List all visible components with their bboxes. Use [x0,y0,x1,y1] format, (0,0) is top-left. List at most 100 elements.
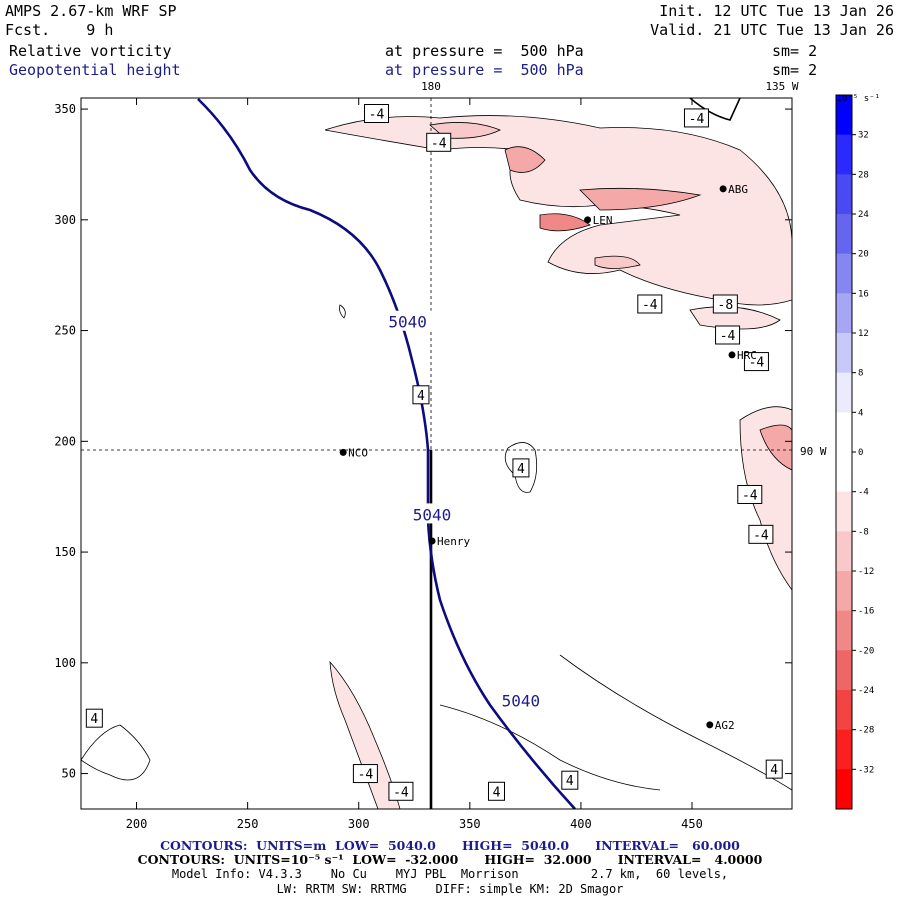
colorbar-level-15: -28 [858,726,874,736]
geopotential-contour-5040 [197,98,576,809]
vorticity-label-6: -4 [749,356,765,371]
vorticity-label-0: -4 [369,108,385,123]
height-label-bg-2 [496,689,545,710]
colorbar-segment-5 [836,293,852,334]
footer-height-left: CONTOURS: UNITS=m LOW= 5040.0 [160,838,436,853]
vorticity-contour-southwest [81,724,151,781]
field1-pressure: at pressure = 500 hPa [385,42,584,60]
station-label-hrc: HRC [737,349,757,362]
colorbar-segment-12 [836,571,852,612]
vorticity-label-11: 4 [90,712,98,727]
vorticity-label-box-2 [683,108,709,128]
x-tick-label-350: 350 [459,817,481,831]
vorticity-patch-southeast-core [759,424,792,471]
vorticity-contour-center [504,442,538,493]
vorticity-label-box-0 [364,104,390,124]
station-dot-ag2 [706,721,714,729]
colorbar-level-1: 28 [858,170,869,180]
footer-height-mid: HIGH= 5040.0 [461,838,570,853]
colorbar-segment-15 [836,690,852,731]
vorticity-label-box-5 [715,325,741,345]
vorticity-patch-core5 [594,255,641,269]
vorticity-label-3: -4 [642,298,658,313]
init-time: Init. 12 UTC Tue 13 Jan 26 [659,2,894,20]
colorbar-segment-3 [836,214,852,255]
y-tick-label-250: 250 [54,324,76,338]
station-label-nco: NCO [348,446,368,459]
y-tick-label-350: 350 [54,102,76,116]
colorbar-segment-1 [836,134,852,175]
vorticity-label-box-12 [352,764,378,784]
vorticity-label-box-6 [743,352,769,372]
colorbar-level-16: -32 [858,765,874,775]
station-label-henry: Henry [437,535,470,548]
footer-vort-right: INTERVAL= 4.0000 [617,852,763,867]
vorticity-label-1: -4 [431,136,447,151]
colorbar-segment-4 [836,253,852,294]
vorticity-label-5: -4 [720,329,736,344]
vorticity-label-12: -4 [358,768,374,783]
station-label-len: LEN [593,214,613,227]
field1-name: Relative vorticity [9,42,172,60]
x-axis: 200 250 300 350 400 450 [126,98,703,831]
colorbar-segment-16 [836,729,852,770]
colorbar-segment-9 [836,452,852,493]
footer-height-contours: CONTOURS: UNITS=m LOW= 5040.0 HIGH= 5040… [0,838,900,853]
x-tick-label-450: 450 [681,817,703,831]
colorbar-level-5: 12 [858,329,869,339]
height-label-2: 5040 [502,691,541,710]
vorticity-label-10: -4 [753,528,769,543]
y-tick-label-200: 200 [54,434,76,448]
vorticity-label-box-10 [748,524,774,544]
colorbar-level-2: 24 [858,210,869,220]
vorticity-label-4: -8 [718,298,734,313]
height-label-bg-1 [408,503,457,524]
colorbar-level-4: 16 [858,289,869,299]
forecast-label: Fcst. 9 h [5,22,113,39]
vorticity-patch-core3 [579,187,702,211]
colorbar: 32 28 24 20 16 12 8 4 0 -4 -8 -12 -16 -20 -24 -28 -32 [835,94,874,810]
vorticity-label-2: -4 [689,112,705,127]
colorbar-unit: 10⁻⁵ s⁻¹ [837,94,880,104]
vorticity-label-13: -4 [393,785,409,800]
colorbar-level-0: 32 [858,131,869,141]
colorbar-level-11: -12 [858,567,874,577]
colorbar-level-8: 0 [858,448,863,458]
map-frame [80,97,793,810]
vorticity-label-16: 4 [770,763,778,778]
vorticity-label-box-15 [561,770,579,790]
colorbar-segment-0 [836,95,852,136]
vorticity-label-14: 4 [493,785,501,800]
vorticity-label-box-3 [637,294,663,314]
vorticity-label-7: 4 [417,389,425,404]
vorticity-label-box-1 [426,132,452,152]
vorticity-patch-south [329,660,401,809]
vorticity-patch-core2 [504,146,546,173]
field2-smoothing: sm= 2 [772,61,818,79]
station-dot-henry [428,537,436,545]
colorbar-segment-17 [836,769,852,810]
colorbar-segment-11 [836,531,852,572]
colorbar-level-3: 20 [858,250,869,260]
y-tick-label-100: 100 [54,656,76,670]
x-tick-label-250: 250 [237,817,259,831]
vorticity-field: -4-4-4-4 -8-4-444-4-44-4-4 444 50405040504… [81,98,792,809]
height-label-1: 5040 [413,505,452,524]
vorticity-contour-south1 [439,704,661,791]
footer-vort-mid: HIGH= 32.000 [484,852,592,867]
field2-name: Geopotential height [9,61,181,79]
vorticity-patch-core4 [539,213,591,232]
coastline-fragment [689,98,741,121]
x-tick-label-200: 200 [126,817,148,831]
y-tick-label-300: 300 [54,213,76,227]
vorticity-label-15: 4 [566,774,574,789]
station-label-ag2: AG2 [715,719,735,732]
station-markers: NCO Henry HRC ABG LEN AG2 [339,183,757,732]
footer-vorticity-contours: CONTOURS: UNITS=10⁻⁵ s⁻¹ LOW= -32.000 HI… [0,852,900,867]
footer-model-info: Model Info: V4.3.3 No Cu MYJ PBL Morriso… [171,867,729,881]
y-tick-label-50: 50 [62,767,76,781]
colorbar-level-10: -8 [858,527,869,537]
valid-time: Valid. 21 UTC Tue 13 Jan 26 [650,21,894,39]
colorbar-level-14: -24 [858,686,874,696]
height-label-bg-0 [383,310,432,331]
